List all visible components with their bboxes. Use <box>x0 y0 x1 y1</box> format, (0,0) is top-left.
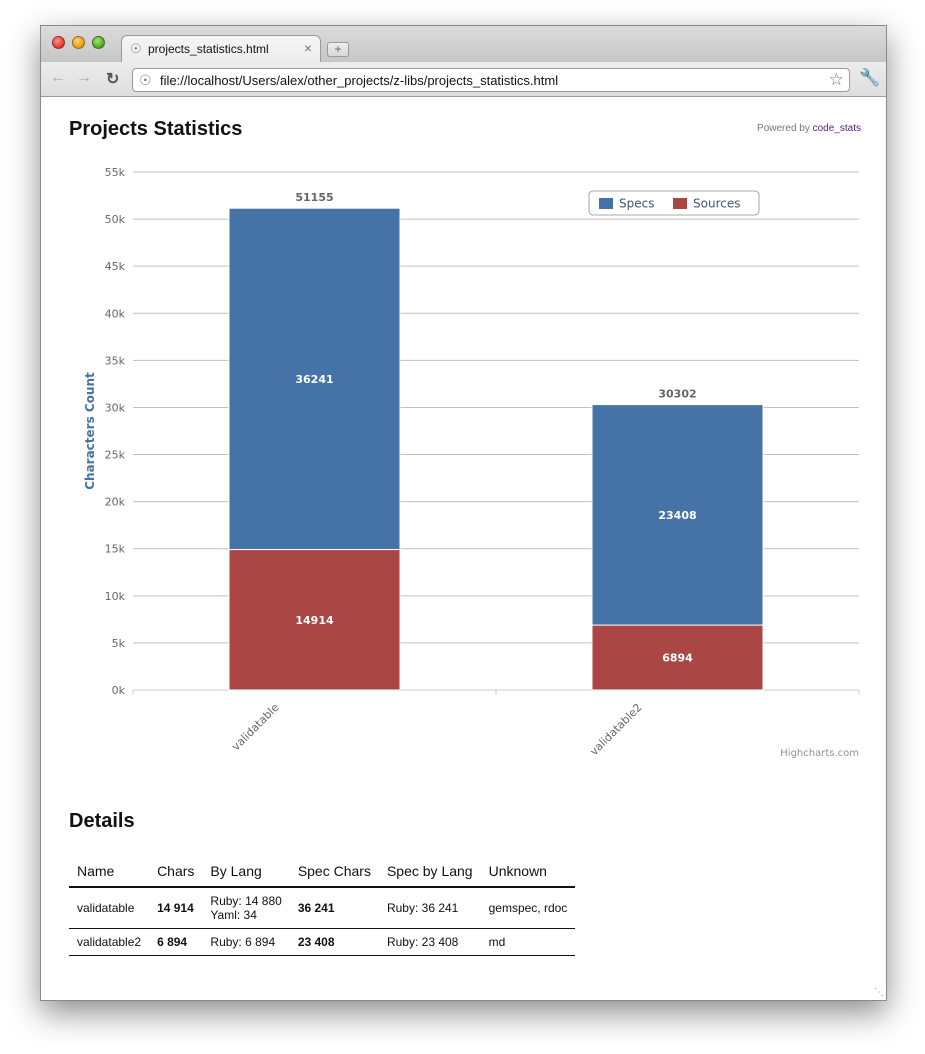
header-chars: Chars <box>149 856 203 888</box>
by-lang-line: Ruby: 14 880 <box>210 894 282 908</box>
window-zoom-button[interactable] <box>92 36 105 49</box>
data-label: 14914 <box>295 614 334 627</box>
back-arrow-icon[interactable]: ← <box>50 69 66 86</box>
cell-chars: 14 914 <box>149 887 203 929</box>
tab-bar: ☉ projects_statistics.html × + <box>41 26 886 62</box>
tab-title: projects_statistics.html <box>148 42 269 56</box>
y-tick-label: 5k <box>112 637 126 650</box>
y-tick-label: 25k <box>105 449 126 462</box>
cell-unknown: md <box>480 928 576 956</box>
browser-toolbar: ← → ↻ ☉ file://localhost/Users/alex/othe… <box>41 62 886 97</box>
y-tick-label: 30k <box>105 401 126 414</box>
globe-icon: ☉ <box>139 72 152 88</box>
window-minimize-button[interactable] <box>72 36 85 49</box>
reload-icon[interactable]: ↻ <box>106 71 120 88</box>
data-label: 6894 <box>662 652 693 665</box>
y-axis-title: Characters Count <box>83 372 97 490</box>
wrench-menu-icon[interactable]: 🔧 <box>859 68 881 87</box>
powered-by: Powered by code_stats <box>757 123 861 134</box>
cell-by-lang: Ruby: 14 880 Yaml: 34 <box>202 887 290 929</box>
details-title: Details <box>69 810 135 832</box>
y-tick-label: 15k <box>105 543 126 556</box>
y-tick-label: 0k <box>112 684 126 697</box>
x-tick-label: validatable <box>229 701 281 753</box>
cell-spec-chars: 23 408 <box>289 928 379 956</box>
highcharts-credits: Highcharts.com <box>780 748 859 759</box>
page-content: Projects Statistics Powered by code_stat… <box>41 97 886 1000</box>
by-lang-line: Ruby: 6 894 <box>210 935 276 949</box>
forward-arrow-icon[interactable]: → <box>76 69 92 86</box>
cell-chars: 6 894 <box>149 928 203 956</box>
cell-spec-by-lang: Ruby: 36 241 <box>378 887 481 929</box>
y-tick-label: 50k <box>105 213 126 226</box>
y-tick-label: 40k <box>105 307 126 320</box>
cell-unknown: gemspec, rdoc <box>480 887 576 929</box>
cell-name: validatable2 <box>69 928 150 956</box>
table-header-row: Name Chars By Lang Spec Chars Spec by La… <box>69 856 576 888</box>
y-tick-label: 35k <box>105 354 126 367</box>
cell-by-lang: Ruby: 6 894 <box>202 928 290 956</box>
cell-name: validatable <box>69 887 150 929</box>
browser-window: ☉ projects_statistics.html × + ← → ↻ ☉ f… <box>40 25 887 1001</box>
stacked-bar-chart: 0k 5k 10k 15k 20k 25k 30k 35k 40k 45k 50k 55k Charac… <box>83 166 860 759</box>
header-by-lang: By Lang <box>202 856 290 888</box>
cell-spec-by-lang: Ruby: 23 408 <box>378 928 481 956</box>
x-tick-label: validatable2 <box>587 701 644 758</box>
stack-total-label: 30302 <box>658 388 696 401</box>
y-tick-label: 45k <box>105 260 126 273</box>
bar-sources <box>591 624 764 691</box>
resize-grip-icon[interactable]: ⋱ <box>874 987 884 998</box>
bookmark-star-icon[interactable]: ☆ <box>828 70 844 89</box>
by-lang-line: Yaml: 34 <box>210 908 257 922</box>
legend-item-label: Specs <box>619 197 654 211</box>
bar-specs <box>591 404 764 626</box>
header-name: Name <box>69 856 150 888</box>
legend-swatch-sources <box>673 198 687 209</box>
globe-icon: ☉ <box>130 41 142 56</box>
page-title: Projects Statistics <box>69 118 243 140</box>
details-table: Name Chars By Lang Spec Chars Spec by La… <box>69 856 576 956</box>
code-stats-link[interactable]: code_stats <box>812 123 861 134</box>
cell-spec-chars: 36 241 <box>289 887 379 929</box>
stack-total-label: 51155 <box>295 191 333 204</box>
url-text[interactable]: file://localhost/Users/alex/other_projec… <box>160 73 559 88</box>
y-tick-label: 55k <box>105 166 126 179</box>
close-icon[interactable]: × <box>303 40 312 56</box>
bar-sources <box>228 549 401 691</box>
browser-tab[interactable]: ☉ projects_statistics.html × <box>121 35 321 62</box>
legend-item-label: Sources <box>693 197 740 211</box>
table-row: validatable2 6 894 Ruby: 6 894 23 408 Ru… <box>69 928 576 956</box>
address-bar[interactable]: ☉ file://localhost/Users/alex/other_proj… <box>132 68 850 92</box>
y-tick-label: 20k <box>105 496 126 509</box>
legend-swatch-specs <box>599 198 613 209</box>
y-tick-label: 10k <box>105 590 126 603</box>
powered-prefix: Powered by <box>757 123 810 134</box>
header-unknown: Unknown <box>480 856 576 888</box>
bar-specs <box>228 207 401 551</box>
header-spec-by-lang: Spec by Lang <box>378 856 481 888</box>
window-close-button[interactable] <box>52 36 65 49</box>
new-tab-button[interactable]: + <box>327 42 349 57</box>
data-label: 36241 <box>295 373 333 386</box>
table-row: validatable 14 914 Ruby: 14 880 Yaml: 34… <box>69 887 576 929</box>
header-spec-chars: Spec Chars <box>289 856 379 888</box>
data-label: 23408 <box>658 509 696 522</box>
